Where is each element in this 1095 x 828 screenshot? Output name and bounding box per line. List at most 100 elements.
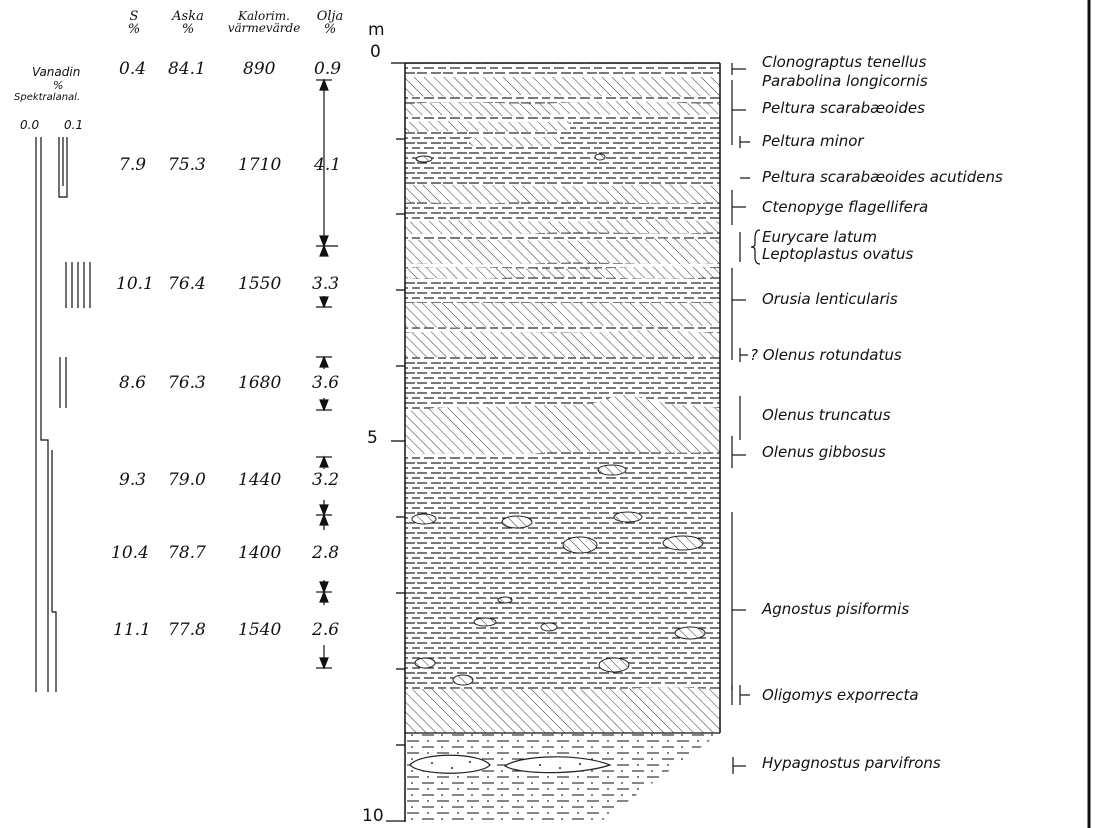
header-olja-label: Olja <box>316 9 344 24</box>
vanadin-scale-max: 0.1 <box>64 118 84 132</box>
column-shale-body <box>405 63 720 733</box>
vanadin-curve <box>58 137 68 198</box>
sample-s: 10.1 <box>116 274 154 294</box>
fossil-label: Peltura minor <box>762 132 864 150</box>
limestone-layer <box>405 330 720 357</box>
concretion <box>452 674 474 686</box>
sand-dot <box>451 767 453 769</box>
fossil-label: Oligomys exporrecta <box>762 686 919 704</box>
fossil-label: Peltura scarabæoides acutidens <box>762 168 1003 186</box>
arrow-head <box>319 590 329 603</box>
arrow-head <box>319 78 329 91</box>
zone-brackets <box>731 63 761 774</box>
fossil-label: Olenus gibbosus <box>762 443 886 461</box>
header-s-label: S <box>129 9 139 24</box>
fossil-label: Leptoplastus ovatus <box>762 245 914 263</box>
header-s: S % <box>122 10 146 36</box>
concretion <box>594 153 606 161</box>
depth-label-5: 5 <box>367 428 378 448</box>
arrow-head <box>319 244 329 257</box>
arrow-head <box>319 296 329 309</box>
sample-s: 7.9 <box>119 155 147 175</box>
arrow-head <box>319 399 329 412</box>
sample-olja: 2.8 <box>312 543 340 563</box>
vanadin-curve <box>52 611 57 692</box>
fossil-label: Parabolina longicornis <box>762 72 928 90</box>
depth-label-0: 0 <box>370 42 381 62</box>
sample-olja: 0.9 <box>314 59 342 79</box>
sample-aska: 76.4 <box>168 274 206 294</box>
fossil-label: Agnostus pisiformis <box>762 600 910 618</box>
header-s-unit: % <box>127 22 141 37</box>
vanadin-unit: % <box>53 79 64 92</box>
header-kalorim-label: Kalorim. <box>238 9 290 23</box>
sample-aska: 76.3 <box>168 373 206 393</box>
column-sandy-shale <box>405 733 720 822</box>
fossil-label: Orusia lenticularis <box>762 290 898 308</box>
sample-kal: 890 <box>243 59 276 79</box>
sandstone-lens <box>503 756 612 774</box>
sand-dot <box>579 763 581 765</box>
concretion <box>662 535 704 551</box>
header-aska-label: Aska <box>172 9 204 24</box>
sample-s: 9.3 <box>119 470 147 490</box>
fossil-label: Peltura scarabæoides <box>762 99 925 117</box>
fossil-label: ? Olenus rotundatus <box>750 346 902 364</box>
concretion <box>540 622 558 632</box>
concretion <box>597 464 627 476</box>
limestone-layer <box>405 184 720 204</box>
limestone-layer <box>405 121 570 132</box>
sample-olja: 4.1 <box>314 155 342 175</box>
sample-kal: 1710 <box>238 155 282 175</box>
sample-olja: 2.6 <box>312 620 340 640</box>
header-kalorim-unit: värmevärde <box>227 21 301 35</box>
vanadin-method: Spektralanal. <box>14 92 81 103</box>
zone-bracket-brace <box>750 229 761 265</box>
vanadin-curve <box>40 137 49 692</box>
sand-dot <box>559 767 561 769</box>
vanadin-profile <box>35 137 91 692</box>
limestone-layer <box>405 395 720 455</box>
arrow-head <box>319 581 329 594</box>
arrow-head <box>319 504 329 517</box>
vanadin-scale-min: 0.0 <box>20 118 40 132</box>
concretion <box>414 657 436 669</box>
fossil-label: Ctenopyge flagellifera <box>762 198 929 216</box>
limestone-layer <box>405 303 720 328</box>
concretion <box>562 536 598 554</box>
sample-olja: 3.6 <box>312 373 340 393</box>
concretion <box>674 626 706 640</box>
concretion <box>473 617 497 627</box>
oil-sample-intervals <box>316 78 338 670</box>
sample-s: 0.4 <box>119 59 147 79</box>
limestone-layer <box>405 101 720 116</box>
arrow-head <box>319 657 329 670</box>
header-kalorim: Kalorim. värmevärde <box>222 10 306 34</box>
arrow-head <box>319 455 329 468</box>
sample-s: 10.4 <box>111 543 149 563</box>
depth-ticks <box>386 62 405 822</box>
sample-olja: 3.2 <box>312 470 340 490</box>
sample-kal: 1680 <box>238 373 282 393</box>
header-olja: Olja % <box>313 10 347 36</box>
arrow-head <box>319 355 329 368</box>
sample-aska: 75.3 <box>168 155 206 175</box>
concretion <box>598 657 630 673</box>
concretion <box>501 515 533 529</box>
concretion <box>411 513 437 525</box>
limestone-layer <box>405 266 720 279</box>
sample-olja: 3.3 <box>312 274 340 294</box>
sandstone-lens <box>409 754 491 774</box>
depth-label-10: 10 <box>362 806 384 826</box>
sample-s: 8.6 <box>119 373 147 393</box>
sand-dot <box>539 764 541 766</box>
limestone-layer <box>405 238 720 265</box>
sample-aska: 77.8 <box>168 620 206 640</box>
sand-dot <box>469 761 471 763</box>
sand-dot <box>431 762 433 764</box>
fossil-label: Hypagnostus parvifrons <box>762 754 941 772</box>
fossil-label: Eurycare latum <box>762 228 877 246</box>
sample-s: 11.1 <box>113 620 151 640</box>
limestone-layer <box>470 136 560 147</box>
sample-kal: 1550 <box>238 274 282 294</box>
